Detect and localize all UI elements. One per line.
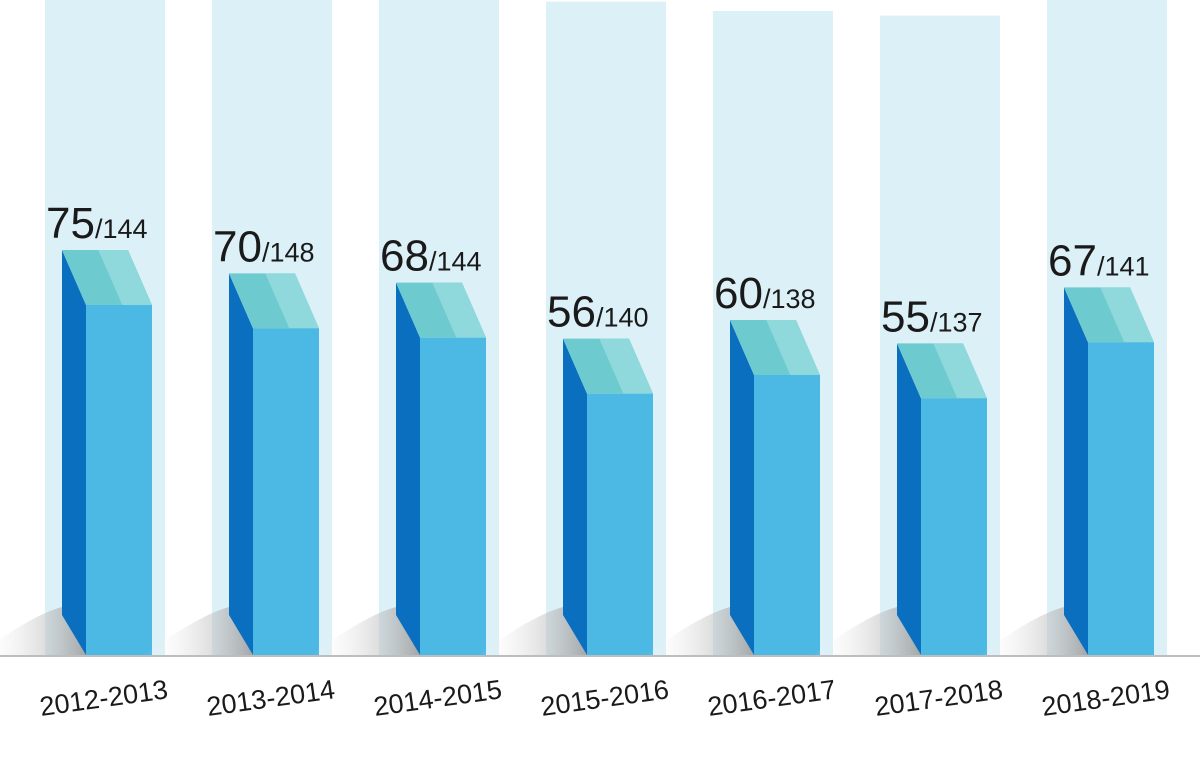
bar-top-highlight (432, 282, 486, 338)
category-label: 2017-2018 (873, 674, 1005, 722)
data-label-value: 70 (213, 222, 262, 271)
bar-side (229, 273, 253, 655)
bar-front (420, 337, 486, 655)
data-label-total: /144 (95, 214, 148, 244)
bar-shadow (144, 607, 253, 655)
bar-shadow (478, 607, 587, 655)
category-label: 2015-2016 (539, 674, 671, 722)
data-label-total: /148 (262, 237, 315, 267)
data-label: 70/148 (213, 222, 315, 271)
data-label: 67/141 (1048, 236, 1150, 285)
bar-front (754, 375, 820, 655)
bar-front (253, 328, 319, 655)
bar-top-highlight (599, 338, 653, 394)
data-label-total: /141 (1097, 251, 1150, 281)
data-label: 55/137 (881, 292, 983, 341)
data-label: 60/138 (714, 269, 816, 318)
data-label-total: /140 (596, 303, 649, 333)
bar-front (86, 305, 152, 655)
data-label: 56/140 (547, 288, 649, 337)
data-label-total: /144 (429, 247, 482, 277)
data-label: 68/144 (380, 232, 482, 281)
bar-shadow (311, 607, 420, 655)
bar-side (897, 343, 921, 655)
data-label-value: 55 (881, 292, 930, 341)
bar-front (1088, 342, 1154, 655)
bar-side (563, 338, 587, 655)
data-label-value: 56 (547, 288, 596, 337)
bar-shadow (812, 607, 921, 655)
bar-top-highlight (1100, 287, 1154, 343)
data-label-total: /138 (763, 284, 816, 314)
data-label-value: 75 (46, 199, 95, 248)
bar-front (921, 398, 987, 655)
category-label: 2012-2013 (38, 674, 170, 722)
data-label-value: 60 (714, 269, 763, 318)
bar-side (730, 320, 754, 655)
bar-shadow (645, 607, 754, 655)
bar-top-highlight (766, 320, 820, 375)
bar-shadow (979, 607, 1088, 655)
bar-top-highlight (98, 250, 152, 305)
bar-side (1064, 287, 1088, 655)
category-label: 2013-2014 (205, 674, 337, 722)
category-label: 2018-2019 (1040, 674, 1172, 722)
category-label: 2014-2015 (372, 674, 504, 722)
bar-side (396, 282, 420, 655)
bar-side (62, 250, 86, 655)
data-label: 75/144 (46, 199, 148, 248)
bar-top-highlight (933, 343, 987, 399)
bar-top-highlight (265, 273, 319, 329)
data-label-total: /137 (930, 307, 983, 337)
data-label-value: 68 (380, 232, 429, 281)
bar-front (587, 393, 653, 655)
data-label-value: 67 (1048, 236, 1097, 285)
category-label: 2016-2017 (706, 674, 838, 722)
